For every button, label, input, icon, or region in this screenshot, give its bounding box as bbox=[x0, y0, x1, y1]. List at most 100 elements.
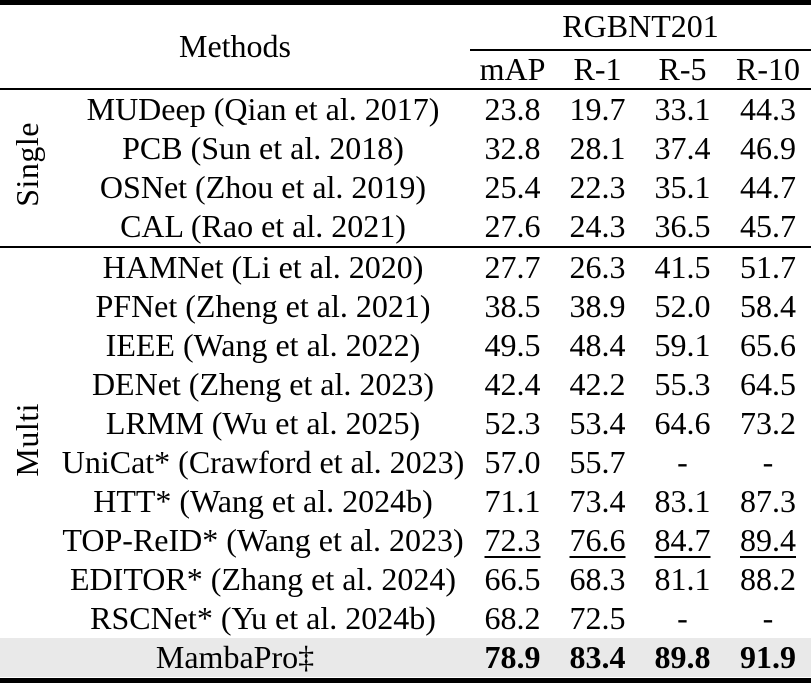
method-cell: CAL (Rao et al. 2021) bbox=[120, 207, 406, 244]
method-cell: HAMNet (Li et al. 2020) bbox=[56, 246, 470, 287]
value-cell: 49.5 bbox=[484, 326, 541, 363]
value-cell: 23.8 bbox=[484, 90, 541, 127]
value-cell: 84.7 bbox=[640, 521, 725, 560]
table-row: LRMM (Wu et al. 2025) 52.3 53.4 64.6 73.… bbox=[0, 404, 811, 443]
header-metric-map: mAP bbox=[470, 50, 555, 90]
method-cell: MambaPro‡ bbox=[155, 638, 315, 675]
value-cell: 42.2 bbox=[569, 365, 626, 402]
method-cell: TOP-ReID* (Wang et al. 2023) bbox=[62, 521, 464, 558]
value-cell: 44.3 bbox=[740, 90, 796, 127]
value-cell: 71.1 bbox=[484, 482, 541, 519]
method-cell: PCB (Sun et al. 2018) bbox=[122, 129, 404, 166]
value-cell: 73.4 bbox=[569, 482, 626, 519]
table-row: RSCNet* (Yu et al. 2024b) 68.2 72.5 - - bbox=[0, 599, 811, 638]
value-cell: 66.5 bbox=[484, 560, 541, 597]
value-cell: 65.6 bbox=[740, 326, 796, 363]
value-cell: 33.1 bbox=[654, 90, 711, 127]
table-row: CAL (Rao et al. 2021) 27.6 24.3 36.5 45.… bbox=[0, 207, 811, 247]
value-cell: 83.4 bbox=[569, 638, 626, 675]
header-row-dataset: Methods RGBNT201 bbox=[0, 5, 811, 90]
group-label-single: Single bbox=[0, 89, 56, 247]
method-cell: UniCat* (Crawford et al. 2023) bbox=[61, 443, 465, 480]
value-cell: 72.5 bbox=[569, 599, 626, 636]
value-cell: 27.7 bbox=[470, 246, 555, 287]
header-row-metrics: mAP R-1 R-5 R-10 bbox=[0, 50, 811, 90]
header-metric-r5: R-5 bbox=[640, 50, 725, 90]
table-row: DENet (Zheng et al. 2023) 42.4 42.2 55.3… bbox=[0, 365, 811, 404]
value-cell: - bbox=[677, 599, 688, 636]
method-cell: IEEE (Wang et al. 2022) bbox=[105, 326, 421, 363]
header-dataset-label: RGBNT201 bbox=[470, 5, 811, 51]
value-cell: 38.9 bbox=[569, 287, 626, 324]
value-cell: 59.1 bbox=[654, 326, 711, 363]
value-cell: 68.2 bbox=[484, 599, 541, 636]
group-label-text: Multi bbox=[9, 402, 46, 477]
table-row: OSNet (Zhou et al. 2019) 25.4 22.3 35.1 … bbox=[0, 168, 811, 207]
value-cell: 55.7 bbox=[569, 443, 626, 480]
value-cell: 53.4 bbox=[569, 404, 626, 441]
value-cell: 91.9 bbox=[740, 638, 796, 675]
value-cell: 89.4 bbox=[725, 521, 811, 560]
value-cell: 52.3 bbox=[484, 404, 541, 441]
method-cell: RSCNet* (Yu et al. 2024b) bbox=[90, 599, 436, 636]
value-cell: 19.7 bbox=[569, 90, 626, 127]
method-cell: MUDeep (Qian et al. 2017) bbox=[86, 90, 440, 127]
method-cell: DENet (Zheng et al. 2023) bbox=[91, 365, 435, 402]
table-row: Single MUDeep (Qian et al. 2017) 23.8 19… bbox=[0, 89, 811, 206]
value-cell: 24.3 bbox=[569, 207, 626, 244]
value-cell: 45.7 bbox=[740, 207, 796, 244]
value-cell: 41.5 bbox=[640, 246, 725, 287]
table-row: Multi HAMNet (Li et al. 2020) 27.7 26.3 … bbox=[0, 246, 811, 638]
table-row: PFNet (Zheng et al. 2021) 38.5 38.9 52.0… bbox=[0, 287, 811, 326]
value-cell: 27.6 bbox=[484, 207, 541, 244]
table-row: PCB (Sun et al. 2018) 32.8 28.1 37.4 46.… bbox=[0, 129, 811, 168]
underlined-value: 89.4 bbox=[740, 521, 796, 558]
value-cell: 64.6 bbox=[654, 404, 711, 441]
value-cell: 83.1 bbox=[654, 482, 711, 519]
method-cell: LRMM (Wu et al. 2025) bbox=[105, 404, 421, 441]
value-cell: 22.3 bbox=[569, 168, 626, 205]
value-cell: 44.7 bbox=[740, 168, 796, 205]
method-cell: HTT* (Wang et al. 2024b) bbox=[93, 482, 433, 519]
value-cell: - bbox=[762, 599, 774, 636]
table-row: IEEE (Wang et al. 2022) 49.5 48.4 59.1 6… bbox=[0, 326, 811, 365]
value-cell: 46.9 bbox=[740, 129, 796, 166]
underlined-value: 72.3 bbox=[484, 521, 541, 558]
table-row: UniCat* (Crawford et al. 2023) 57.0 55.7… bbox=[0, 443, 811, 482]
value-cell: 51.7 bbox=[725, 246, 811, 287]
value-cell: 42.4 bbox=[484, 365, 541, 402]
value-cell: 48.4 bbox=[569, 326, 626, 363]
value-cell: 25.4 bbox=[484, 168, 541, 205]
value-cell: - bbox=[677, 443, 688, 480]
highlight-row: MambaPro‡ 78.9 83.4 89.8 91.9 bbox=[0, 638, 811, 677]
results-table: Methods RGBNT201 mAP R-1 R-5 R-10 Single… bbox=[0, 5, 811, 677]
group-label-multi: Multi bbox=[0, 246, 56, 638]
value-cell: 72.3 bbox=[470, 521, 555, 560]
underlined-value: 76.6 bbox=[569, 521, 626, 558]
value-cell: 35.1 bbox=[654, 168, 711, 205]
value-cell: 76.6 bbox=[555, 521, 640, 560]
value-cell: 64.5 bbox=[740, 365, 796, 402]
value-cell: 38.5 bbox=[484, 287, 541, 324]
value-cell: 78.9 bbox=[484, 638, 541, 675]
header-metric-r10: R-10 bbox=[725, 50, 811, 90]
value-cell: - bbox=[762, 443, 774, 480]
table-row: TOP-ReID* (Wang et al. 2023) 72.3 76.6 8… bbox=[0, 521, 811, 560]
header-metric-r1: R-1 bbox=[555, 50, 640, 90]
value-cell: 81.1 bbox=[654, 560, 711, 597]
value-cell: 55.3 bbox=[654, 365, 711, 402]
value-cell: 87.3 bbox=[740, 482, 796, 519]
value-cell: 58.4 bbox=[740, 287, 796, 324]
value-cell: 36.5 bbox=[654, 207, 711, 244]
value-cell: 26.3 bbox=[555, 246, 640, 287]
method-cell: PFNet (Zheng et al. 2021) bbox=[95, 287, 431, 324]
method-cell: EDITOR* (Zhang et al. 2024) bbox=[70, 560, 456, 597]
underlined-value: 84.7 bbox=[654, 521, 711, 558]
header-methods-label: Methods bbox=[0, 5, 470, 90]
value-cell: 88.2 bbox=[740, 560, 796, 597]
value-cell: 52.0 bbox=[654, 287, 711, 324]
group-label-text: Single bbox=[9, 122, 46, 207]
table-row: EDITOR* (Zhang et al. 2024) 66.5 68.3 81… bbox=[0, 560, 811, 599]
value-cell: 57.0 bbox=[484, 443, 541, 480]
